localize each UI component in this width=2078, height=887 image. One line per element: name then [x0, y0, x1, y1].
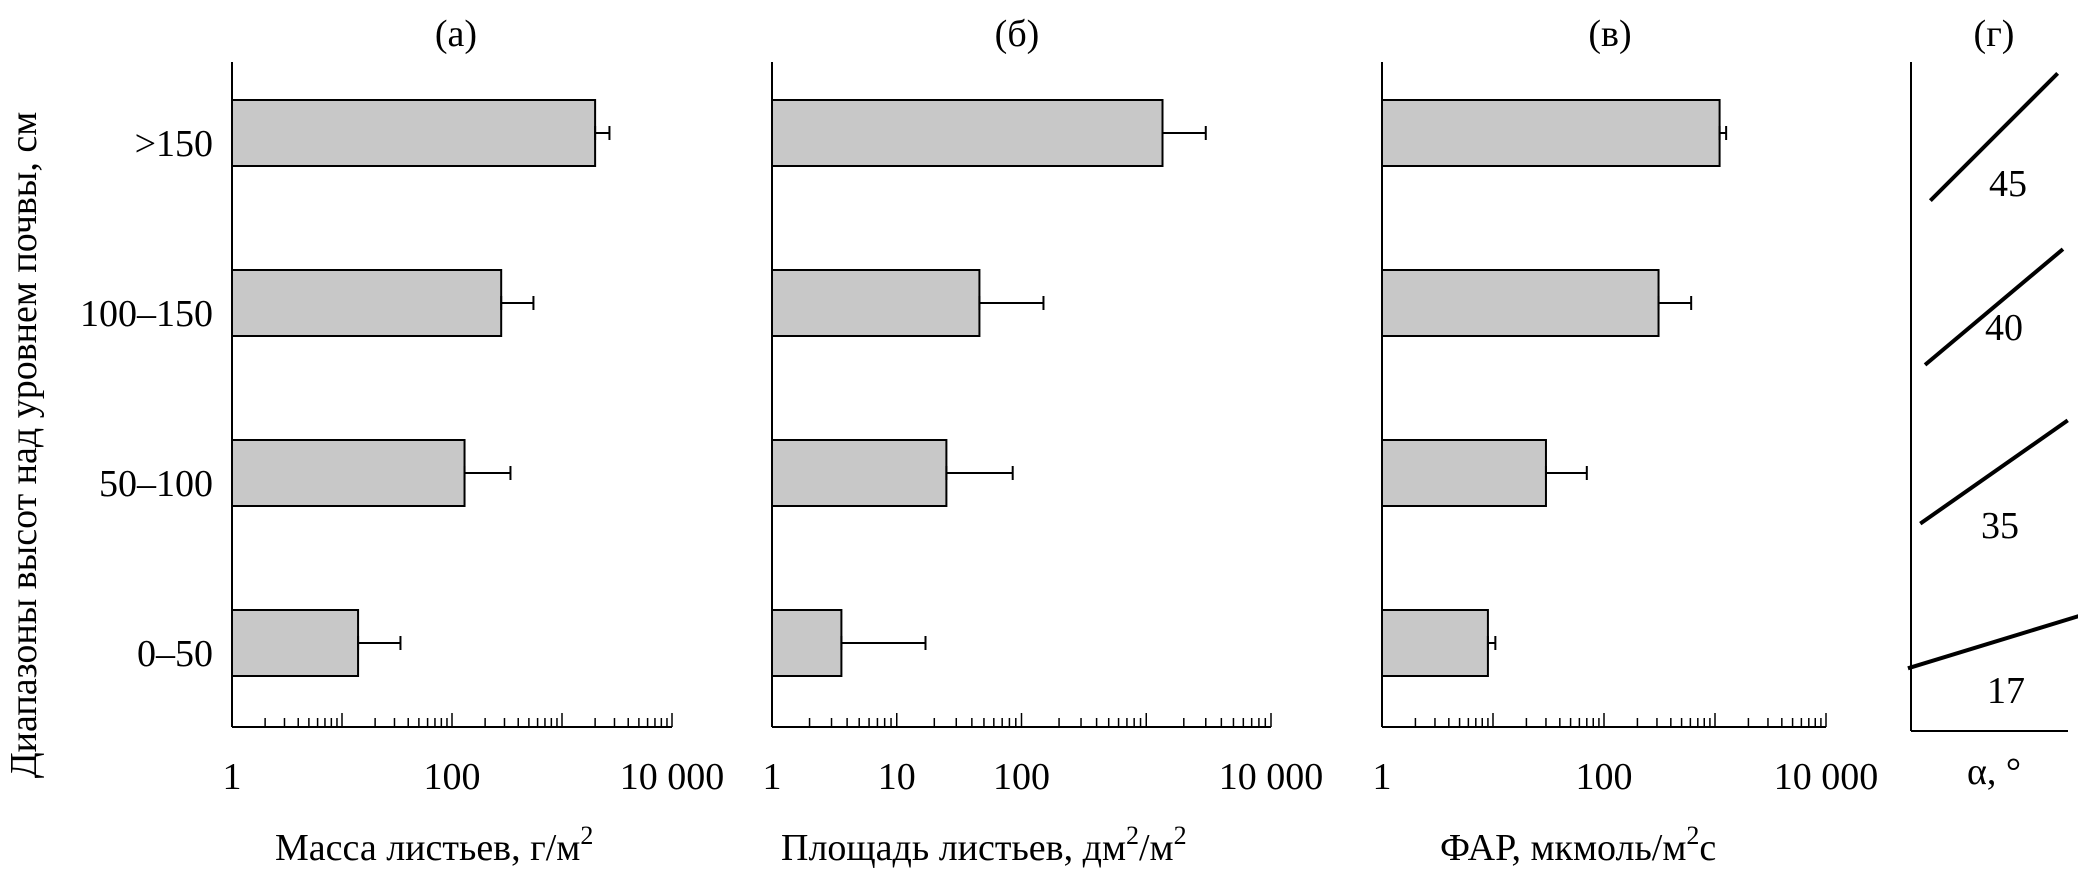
bar	[1381, 269, 1660, 337]
xlabel-superscript: 2	[1126, 821, 1139, 850]
xlabel-superscript: 2	[1174, 821, 1187, 850]
panel-d-title: (г)	[1974, 13, 2015, 55]
panel-a-xlabel: Масса листьев, г/м2	[275, 821, 593, 869]
bar	[231, 269, 503, 337]
bar	[771, 609, 843, 677]
angle-label: 17	[1987, 670, 2025, 712]
y-axis-title: Диапазоны высот над уровнем почвы, см	[3, 112, 45, 779]
xlabel-superscript: 2	[580, 821, 593, 850]
bar	[771, 439, 948, 507]
xlabel-text: Масса листьев, г/м	[275, 827, 580, 869]
bar	[771, 269, 981, 337]
xlabel-text: Площадь листьев, дм	[781, 827, 1126, 869]
angle-line	[1907, 614, 2078, 671]
angle-label: 35	[1981, 505, 2019, 547]
bar	[231, 439, 466, 507]
x-tick-label: 100	[1576, 756, 1633, 798]
x-tick-label: 10 000	[1774, 756, 1879, 798]
xlabel-text: /м	[1139, 827, 1174, 869]
bar	[231, 99, 597, 167]
xlabel-text: ФАР, мкмоль/м	[1440, 827, 1686, 869]
category-label: 0–50	[137, 633, 213, 675]
panel-d-chart: 45 40 35 17	[1907, 62, 2078, 732]
category-labels: >150 100–150 50–100 0–50	[80, 123, 213, 675]
angle-line	[1923, 247, 2065, 367]
panel-b-title: (б)	[995, 13, 1040, 55]
bar	[231, 609, 360, 677]
xlabel-text: с	[1699, 827, 1716, 869]
bar	[1381, 99, 1721, 167]
angle-line	[1919, 418, 2069, 526]
panel-d-xlabel: α, °	[1967, 751, 2021, 793]
x-tick-label: 10 000	[620, 756, 725, 798]
x-tick-label: 1	[223, 756, 242, 798]
x-tick-label: 10	[878, 756, 916, 798]
x-tick-label: 100	[993, 756, 1050, 798]
x-tick-label: 100	[424, 756, 481, 798]
bar	[1381, 439, 1547, 507]
bar	[1381, 609, 1489, 677]
panel-c-xlabel: ФАР, мкмоль/м2с	[1440, 821, 1716, 869]
angle-line	[1928, 71, 2060, 203]
x-tick-label: 1	[763, 756, 782, 798]
x-tick-label: 1	[1373, 756, 1392, 798]
panel-b-chart: 1 10 100 10 000	[763, 62, 1324, 798]
bar	[771, 99, 1164, 167]
angle-label: 45	[1989, 163, 2027, 205]
panel-c-chart: 1 100 10 000	[1373, 62, 1879, 798]
panel-c-title: (в)	[1588, 13, 1631, 55]
category-label: 50–100	[99, 463, 213, 505]
x-tick-label: 10 000	[1219, 756, 1324, 798]
category-label: >150	[135, 123, 213, 165]
angle-label: 40	[1985, 307, 2023, 349]
category-label: 100–150	[80, 293, 213, 335]
panel-a-chart: 1 100 10 000	[223, 62, 725, 798]
xlabel-superscript: 2	[1686, 821, 1699, 850]
panel-b-xlabel: Площадь листьев, дм2/м2	[781, 821, 1187, 869]
panel-a-title: (а)	[435, 13, 477, 55]
